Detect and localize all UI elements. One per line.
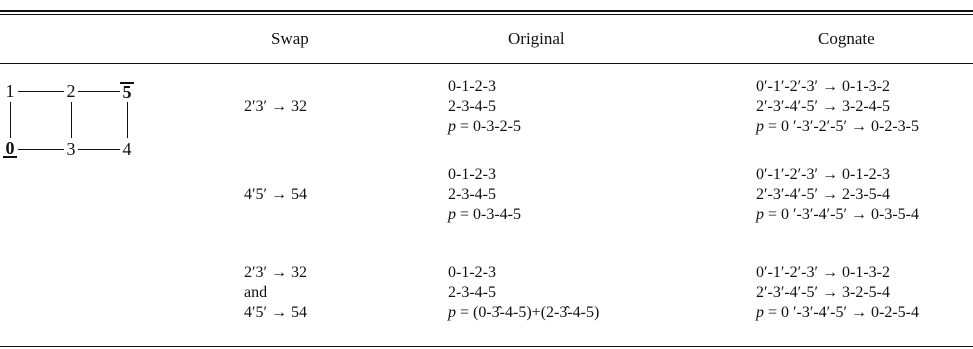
row3-swap-line3: 4′5′ → 54 xyxy=(244,304,307,321)
row1-swap-line1: 2′3′ → 32 xyxy=(244,98,307,115)
graph-node-0: 0 xyxy=(3,139,17,158)
table-header-rule xyxy=(0,63,973,64)
graph-node-4: 4 xyxy=(122,139,132,159)
table-top-rule xyxy=(0,10,973,12)
row2-cognate-line1: 0′-1′-2′-3′ → 0-1-2-3 xyxy=(756,166,890,183)
graph-edge-1-2 xyxy=(18,91,64,92)
header-original: Original xyxy=(508,29,565,48)
table-top-rule-thin xyxy=(0,14,973,15)
row3-swap: 2′3′ → 32 and 4′5′ → 54 xyxy=(244,263,307,323)
row1-cognate-line3: p = 0 ′-3′-2′-5′ → 0-2-3-5 xyxy=(756,118,919,135)
row2-original-line2: 2-3-4-5 xyxy=(448,186,496,203)
row1-original: 0-1-2-3 2-3-4-5 p = 0-3-2-5 xyxy=(448,77,521,137)
row3-original-line2: 2-3-4-5 xyxy=(448,284,496,301)
graph-edge-5-4 xyxy=(127,102,128,138)
row1-original-line1: 0-1-2-3 xyxy=(448,78,496,95)
graph-edge-0-3 xyxy=(18,149,64,150)
row2-original: 0-1-2-3 2-3-4-5 p = 0-3-4-5 xyxy=(448,165,521,225)
variable-p: p xyxy=(448,304,456,321)
graph-edge-1-0 xyxy=(10,102,11,138)
row1-cognate-line2: 2′-3′-4′-5′ → 3-2-4-5 xyxy=(756,98,890,115)
linkage-graph-diagram: 1 2 5 0 3 4 xyxy=(0,74,160,164)
graph-node-1: 1 xyxy=(5,81,15,101)
header-swap: Swap xyxy=(271,29,309,48)
row1-original-line3: p = 0-3-2-5 xyxy=(448,118,522,135)
row2-cognate-line3: p = 0 ′-3′-4′-5′ → 0-3-5-4 xyxy=(756,206,919,223)
row3-cognate-line1: 0′-1′-2′-3′ → 0-1-3-2 xyxy=(756,264,890,281)
graph-node-5: 5 xyxy=(120,82,134,101)
row3-cognate: 0′-1′-2′-3′ → 0-1-3-2 2′-3′-4′-5′ → 3-2-… xyxy=(756,263,919,323)
row3-original: 0-1-2-3 2-3-4-5 p = (0-3̂-4-5)+(2-3̂-4-5… xyxy=(448,263,599,323)
header-cognate: Cognate xyxy=(818,29,875,48)
variable-p: p xyxy=(756,206,764,223)
variable-p: p xyxy=(756,304,764,321)
graph-edge-2-5 xyxy=(78,91,120,92)
variable-p: p xyxy=(756,118,764,135)
row3-original-line1: 0-1-2-3 xyxy=(448,264,496,281)
row1-cognate: 0′-1′-2′-3′ → 0-1-3-2 2′-3′-4′-5′ → 3-2-… xyxy=(756,77,919,137)
row3-cognate-line3: p = 0 ′-3′-4′-5′ → 0-2-5-4 xyxy=(756,304,919,321)
row3-swap-line1: 2′3′ → 32 xyxy=(244,264,307,281)
row3-swap-line2: and xyxy=(244,284,268,301)
row1-cognate-line1: 0′-1′-2′-3′ → 0-1-3-2 xyxy=(756,78,890,95)
row2-cognate: 0′-1′-2′-3′ → 0-1-2-3 2′-3′-4′-5′ → 2-3-… xyxy=(756,165,919,225)
graph-edge-2-3 xyxy=(71,102,72,138)
row2-swap-line1: 4′5′ → 54 xyxy=(244,186,307,203)
row2-original-line3: p = 0-3-4-5 xyxy=(448,206,522,223)
graph-node-3: 3 xyxy=(66,139,76,159)
row1-original-line2: 2-3-4-5 xyxy=(448,98,496,115)
graph-node-2: 2 xyxy=(66,81,76,101)
variable-p: p xyxy=(448,118,456,135)
table-bottom-rule xyxy=(0,346,973,347)
row2-original-line1: 0-1-2-3 xyxy=(448,166,496,183)
row3-original-line3: p = (0-3̂-4-5)+(2-3̂-4-5) xyxy=(448,304,600,321)
variable-p: p xyxy=(448,206,456,223)
row3-cognate-line2: 2′-3′-4′-5′ → 3-2-5-4 xyxy=(756,284,890,301)
row2-cognate-line2: 2′-3′-4′-5′ → 2-3-5-4 xyxy=(756,186,890,203)
graph-edge-3-4 xyxy=(78,149,120,150)
